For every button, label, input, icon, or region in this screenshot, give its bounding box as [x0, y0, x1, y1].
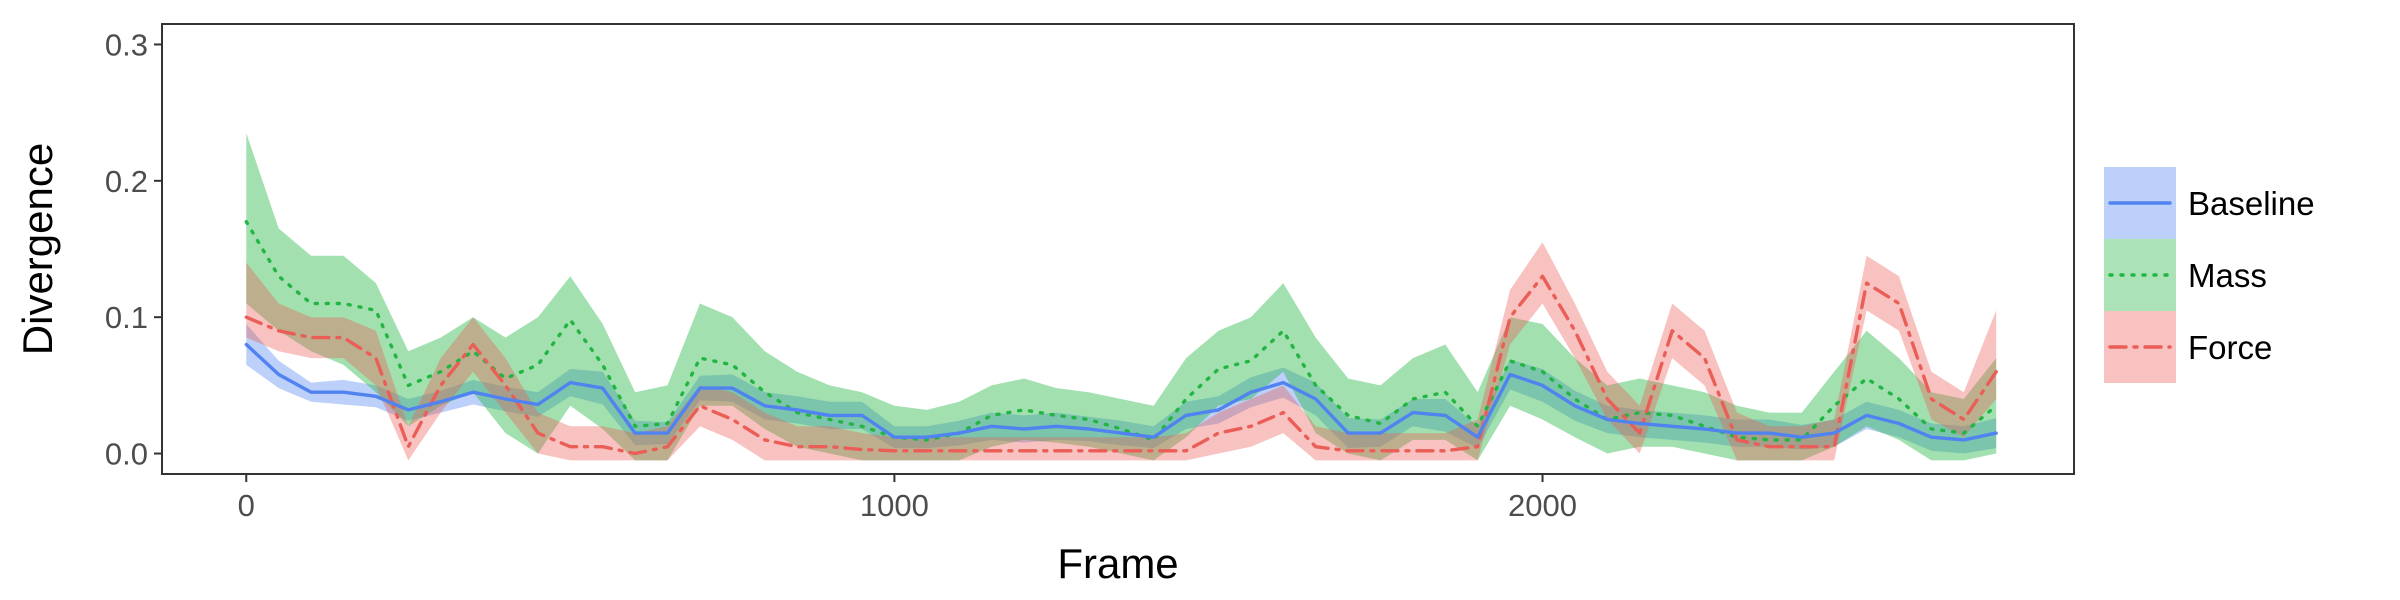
- legend-label: Force: [2188, 329, 2272, 366]
- legend-label: Baseline: [2188, 185, 2315, 222]
- y-tick-label: 0.3: [105, 27, 148, 62]
- x-axis: 0 1000 2000: [238, 474, 1577, 523]
- y-tick-label: 0.1: [105, 300, 148, 335]
- series-line-force: [244, 274, 1998, 456]
- legend-item-force: Force: [2104, 311, 2272, 383]
- x-axis-title: Frame: [1057, 540, 1178, 587]
- band-mass: [246, 133, 1997, 461]
- x-tick-label: 1000: [860, 488, 929, 523]
- legend-item-mass: Mass: [2104, 239, 2267, 311]
- legend-item-baseline: Baseline: [2104, 167, 2315, 239]
- x-tick-label: 2000: [1508, 488, 1577, 523]
- y-tick-label: 0.0: [105, 437, 148, 472]
- x-tick-label: 0: [238, 488, 255, 523]
- y-tick-label: 0.2: [105, 164, 148, 199]
- band-baseline: [246, 324, 1997, 454]
- y-axis-title: Divergence: [14, 143, 61, 355]
- band-force: [246, 242, 1997, 461]
- plot-panel-border: [161, 23, 2075, 475]
- legend: Baseline Mass Force: [2104, 167, 2315, 383]
- legend-label: Mass: [2188, 257, 2267, 294]
- y-axis: 0.0 0.1 0.2 0.3: [105, 27, 162, 472]
- series-line-baseline: [244, 342, 1998, 442]
